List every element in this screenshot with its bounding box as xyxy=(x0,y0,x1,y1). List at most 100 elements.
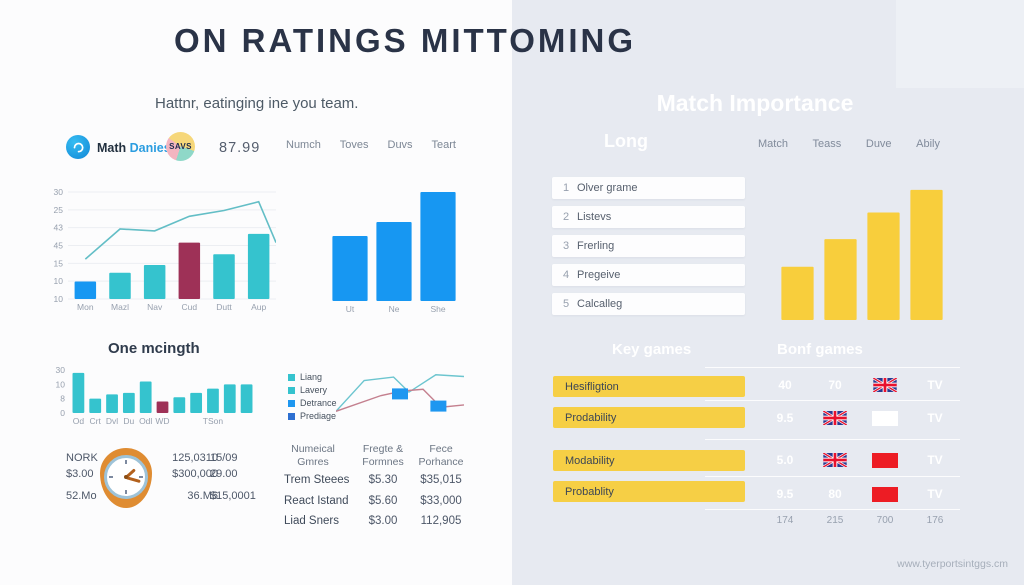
footer-value: 174 xyxy=(776,514,794,526)
rank-number: 1 xyxy=(563,182,570,194)
legend-label: Prediage xyxy=(300,411,337,421)
legend-label: Liang xyxy=(300,372,323,382)
header-teart: Teart xyxy=(431,139,456,151)
combo-bar-line-chart: 30 25 43 45 15 10 10 Mon Mazl Nav Cud Dutt Aup xyxy=(48,187,277,312)
table-divider xyxy=(705,367,960,368)
svg-text:10: 10 xyxy=(54,294,64,304)
match-table-row: 9.5 80 TV xyxy=(760,486,960,502)
match-cell xyxy=(860,377,910,393)
match-cell: 5.0 xyxy=(776,453,794,467)
bonf-games-heading: Bonf games xyxy=(777,341,863,358)
stat-value: $15,0001 xyxy=(210,490,256,502)
svg-text:15: 15 xyxy=(54,258,64,268)
legend-swatch-icon xyxy=(288,399,295,407)
right-column-headers: Match Teass Duve Abily xyxy=(758,138,940,150)
footer-value: 176 xyxy=(926,514,944,526)
match-cell: 9.5 xyxy=(776,487,794,501)
legend-label: Lavery xyxy=(300,385,328,395)
header-numch: Numch xyxy=(286,139,321,151)
rating-score: 87.99 xyxy=(219,140,261,156)
ranked-list-item[interactable]: 3 Frerling xyxy=(552,235,745,257)
finance-row-name: Trem Steees xyxy=(284,474,350,486)
match-cell: TV xyxy=(927,378,943,392)
long-label: Long xyxy=(604,131,648,151)
highlight-row[interactable]: Hesifligtion xyxy=(553,376,745,397)
brand-name: Math Danies xyxy=(97,141,171,155)
badge-text: SAVS xyxy=(169,142,192,151)
page-subtitle: Hattnr, eatinging ine you team. xyxy=(155,95,359,112)
match-table-row: 9.5 TV xyxy=(760,410,960,426)
stat-value: 15/09 xyxy=(210,452,238,464)
white-card-icon xyxy=(872,410,898,426)
red-card-icon xyxy=(872,452,898,468)
blue-bar-chart: Ut Ne She xyxy=(328,182,460,314)
legend-item: Lavery xyxy=(288,384,337,396)
legend-swatch-icon xyxy=(288,373,295,381)
stat-value: $300,000 xyxy=(172,468,218,480)
match-cell xyxy=(810,452,860,468)
match-cell: TV xyxy=(927,453,943,467)
stat-value: 29.00 xyxy=(210,468,238,480)
rank-label: Frerling xyxy=(577,240,615,252)
clock-shield-icon xyxy=(100,448,152,508)
svg-text:Mon: Mon xyxy=(77,302,94,312)
svg-text:TSon: TSon xyxy=(203,416,224,426)
legend-swatch-icon xyxy=(288,386,295,394)
highlight-row[interactable]: Probablity xyxy=(553,481,745,502)
match-cell: 40 xyxy=(778,378,792,392)
clock-face xyxy=(104,455,148,499)
match-cell: 70 xyxy=(828,378,842,392)
match-cell: 80 xyxy=(828,487,842,501)
header-duvs: Duvs xyxy=(387,139,413,151)
match-importance-title: Match Importance xyxy=(656,90,854,116)
svg-text:Nav: Nav xyxy=(147,302,163,312)
website-link[interactable]: www.tyerportsintggs.cm xyxy=(897,558,1008,570)
svg-text:Od: Od xyxy=(73,416,85,426)
decor-block xyxy=(896,0,1024,88)
highlight-row[interactable]: Modability xyxy=(553,450,745,471)
svg-text:She: She xyxy=(430,304,445,314)
uk-flag-icon xyxy=(873,378,897,392)
svg-text:WD: WD xyxy=(155,416,169,426)
match-table-row: 40 70 TV xyxy=(760,377,960,393)
svg-text:25: 25 xyxy=(54,205,64,215)
legend-label: Detrance xyxy=(300,398,337,408)
svg-text:Du: Du xyxy=(123,416,134,426)
svg-text:Mazl: Mazl xyxy=(111,302,129,312)
highlight-row[interactable]: Prodability xyxy=(553,407,745,428)
ranked-list-item[interactable]: 1 Olver grame xyxy=(552,177,745,199)
table-divider xyxy=(705,509,960,510)
match-cell: 9.5 xyxy=(776,411,794,425)
finance-cell: $5.30 xyxy=(368,474,398,486)
rank-number: 5 xyxy=(563,298,570,310)
ranked-list-item[interactable]: 5 Calcalleg xyxy=(552,293,745,315)
ranked-list-item[interactable]: 2 Listevs xyxy=(552,206,745,228)
brand-name-blue: Danies xyxy=(129,141,171,155)
svg-text:0: 0 xyxy=(60,408,65,418)
chart-legend: Liang Lavery Detrance Prediage xyxy=(288,371,337,423)
header-toves: Toves xyxy=(339,139,369,151)
rank-number: 3 xyxy=(563,240,570,252)
ranked-list-item[interactable]: 4 Pregeive xyxy=(552,264,745,286)
match-cell: TV xyxy=(927,411,943,425)
uk-flag-icon xyxy=(823,453,847,467)
match-cell: TV xyxy=(927,487,943,501)
svg-text:Odl: Odl xyxy=(139,416,152,426)
rank-label: Listevs xyxy=(577,211,612,223)
page-title: ON RATINGS MITTOMING xyxy=(173,22,637,59)
header-abily: Abily xyxy=(916,138,940,150)
stat-value: $3.00 xyxy=(66,468,94,480)
svg-text:10: 10 xyxy=(54,276,64,286)
svg-text:Ne: Ne xyxy=(389,304,400,314)
finance-row-name: React Istand xyxy=(284,495,349,507)
key-games-heading: Key games xyxy=(612,341,692,358)
match-table-row: 5.0 TV xyxy=(760,452,960,468)
finance-cell: $35,015 xyxy=(420,474,462,486)
yellow-bar-chart xyxy=(776,178,948,320)
svg-text:Dvl: Dvl xyxy=(106,416,118,426)
svg-text:30: 30 xyxy=(56,366,66,375)
uk-flag-icon xyxy=(823,411,847,425)
red-card-icon xyxy=(872,486,898,502)
one-month-heading: One mcingth xyxy=(108,340,200,357)
rank-number: 2 xyxy=(563,211,570,223)
